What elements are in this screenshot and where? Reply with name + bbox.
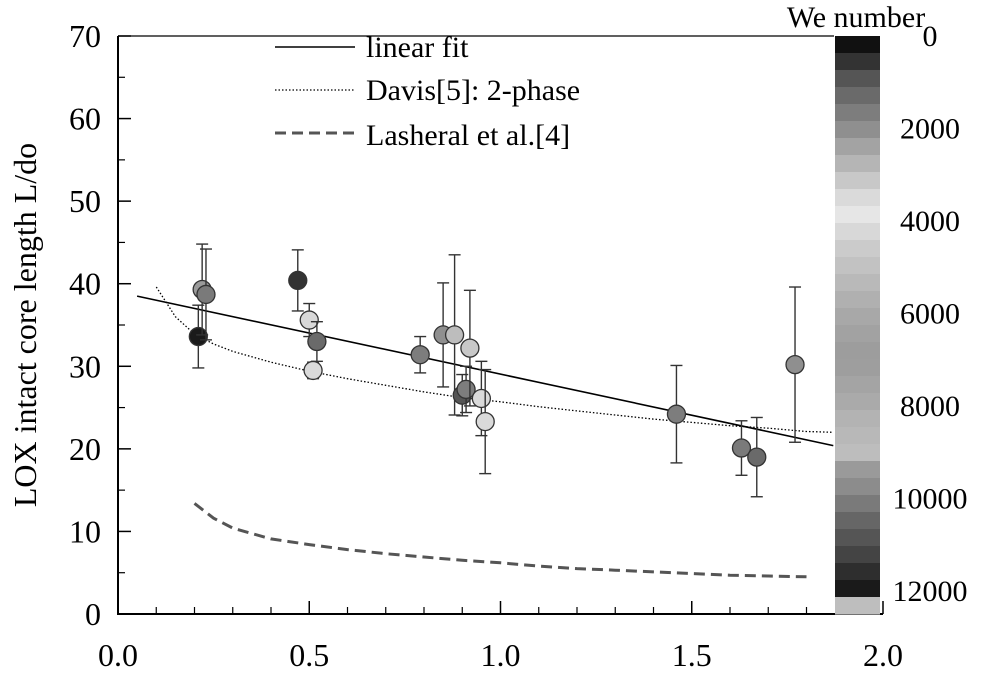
data-point: [196, 284, 216, 305]
data-point: [444, 325, 465, 345]
legend: linear fit Davis[5]: 2-phase Lasheral et…: [275, 31, 580, 152]
colorbar-band: [835, 121, 880, 139]
colorbar-tick-label: 10000: [893, 482, 968, 515]
lasheras-curve: [193, 502, 807, 579]
colorbar-band: [835, 410, 880, 428]
colorbar-band: [835, 70, 880, 88]
colorbar-band: [835, 274, 880, 292]
colorbar-tick-labels: 0 2000 4000 6000 8000 10000 12000: [893, 20, 968, 608]
data-point: [747, 447, 767, 467]
data-point: [475, 411, 495, 432]
colorbar-band: [835, 376, 880, 394]
colorbar-band: [835, 189, 880, 207]
colorbar-band: [835, 342, 880, 360]
colorbar-band: [835, 325, 880, 343]
y-tick-label: 50: [69, 183, 101, 219]
colorbar-band: [835, 597, 880, 615]
legend-label-lasheras: Lasheral et al.[4]: [366, 119, 570, 152]
y-tick-label: 40: [69, 266, 101, 302]
colorbar-title: We number: [787, 1, 925, 34]
colorbar: [835, 36, 880, 615]
colorbar-band: [835, 87, 880, 105]
data-point: [471, 388, 492, 409]
colorbar-band: [835, 53, 880, 71]
legend-label-davis: Davis[5]: 2-phase: [366, 74, 580, 107]
colorbar-band: [835, 580, 880, 598]
colorbar-band: [835, 223, 880, 241]
y-tick-label: 20: [69, 431, 101, 467]
colorbar-band: [835, 155, 880, 173]
davis-curve: [155, 286, 834, 433]
colorbar-tick-label: 4000: [900, 205, 960, 238]
data-point: [410, 345, 430, 365]
colorbar-band: [835, 291, 880, 309]
colorbar-band: [835, 461, 880, 479]
data-point: [785, 354, 805, 375]
colorbar-band: [835, 563, 880, 581]
colorbar-band: [835, 393, 880, 411]
colorbar-tick-label: 12000: [893, 575, 968, 608]
colorbar-band: [835, 359, 880, 377]
y-tick-label: 60: [69, 101, 101, 137]
data-point: [188, 326, 208, 347]
colorbar-band: [835, 512, 880, 530]
legend-label-linear-fit: linear fit: [366, 31, 469, 64]
colorbar-band: [835, 240, 880, 258]
y-tick-label: 10: [69, 513, 101, 549]
colorbar-band: [835, 427, 880, 445]
data-point: [666, 404, 687, 424]
colorbar-band: [835, 444, 880, 462]
colorbar-tick-label: 0: [923, 20, 938, 53]
data-point: [288, 270, 308, 291]
y-axis-label: LOX intact core length L/do: [7, 143, 43, 507]
colorbar-band: [835, 495, 880, 513]
ticks-layer: 0.0 0.5 1.0 1.5 2.0 0 10 20 30 40 50 60 70: [69, 18, 903, 673]
colorbar-band: [835, 529, 880, 547]
colorbar-tick-label: 8000: [900, 390, 960, 423]
y-tick-label: 70: [69, 18, 101, 54]
x-tick-label: 1.5: [672, 637, 712, 673]
data-point: [307, 331, 327, 352]
colorbar-band: [835, 478, 880, 496]
colorbar-tick-label: 2000: [900, 113, 960, 146]
x-tick-label: 0.0: [98, 637, 138, 673]
data-point: [303, 360, 323, 381]
data-point: [731, 438, 752, 458]
data-points-layer: [188, 243, 805, 498]
y-tick-label: 30: [69, 348, 101, 384]
colorbar-band: [835, 138, 880, 156]
colorbar-band: [835, 546, 880, 564]
colorbar-band: [835, 206, 880, 224]
colorbar-band: [835, 104, 880, 122]
y-tick-label: 0: [85, 596, 101, 632]
x-tick-label: 2.0: [863, 637, 903, 673]
colorbar-band: [835, 36, 880, 54]
x-tick-label: 1.0: [481, 637, 521, 673]
colorbar-band: [835, 257, 880, 275]
data-point: [460, 338, 480, 358]
data-point: [299, 310, 319, 330]
colorbar-tick-label: 6000: [900, 297, 960, 330]
x-tick-label: 0.5: [289, 637, 329, 673]
colorbar-band: [835, 172, 880, 190]
colorbar-band: [835, 308, 880, 326]
